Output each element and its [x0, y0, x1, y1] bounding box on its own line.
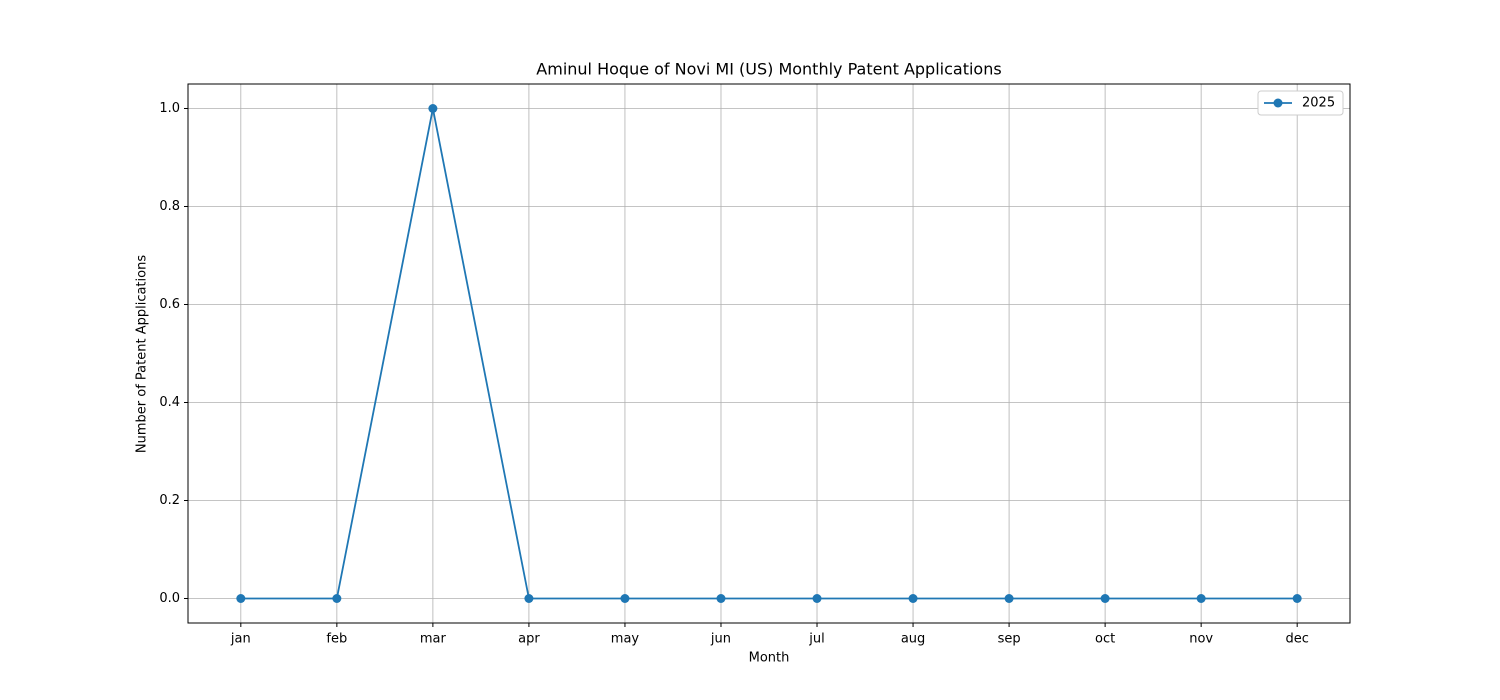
data-point	[1101, 594, 1110, 603]
data-point	[1197, 594, 1206, 603]
x-tick-label: may	[611, 632, 640, 647]
y-tick-label: 0.0	[159, 591, 180, 606]
data-point	[909, 594, 918, 603]
x-tick-label: nov	[1189, 632, 1213, 647]
chart: Aminul Hoque of Novi MI (US) Monthly Pat…	[0, 0, 1500, 700]
data-point	[236, 594, 245, 603]
y-tick-label: 0.6	[159, 297, 180, 312]
y-tick-label: 0.2	[159, 493, 180, 508]
y-axis-label: Number of Patent Applications	[135, 255, 150, 453]
x-tick-label: jun	[710, 632, 731, 647]
y-tick-label: 0.4	[159, 395, 180, 410]
x-tick-label: jan	[230, 632, 251, 647]
data-point	[813, 594, 822, 603]
x-axis-label: Month	[749, 651, 790, 666]
legend-marker	[1274, 99, 1283, 108]
x-tick-label: sep	[998, 632, 1021, 647]
data-point	[332, 594, 341, 603]
data-point	[620, 594, 629, 603]
x-tick-label: oct	[1095, 632, 1115, 647]
data-point	[524, 594, 533, 603]
y-tick-label: 0.8	[159, 199, 180, 214]
x-tick-label: feb	[326, 632, 347, 647]
data-point	[428, 104, 437, 113]
y-tick-label: 1.0	[159, 101, 180, 116]
chart-title: Aminul Hoque of Novi MI (US) Monthly Pat…	[536, 60, 1001, 79]
x-tick-label: apr	[518, 632, 540, 647]
data-point	[1005, 594, 1014, 603]
x-tick-label: mar	[420, 632, 447, 647]
data-point	[716, 594, 725, 603]
legend-label: 2025	[1302, 96, 1335, 111]
x-tick-label: jul	[808, 632, 824, 647]
x-tick-label: aug	[901, 632, 925, 647]
x-tick-label: dec	[1285, 632, 1308, 647]
data-point	[1293, 594, 1302, 603]
